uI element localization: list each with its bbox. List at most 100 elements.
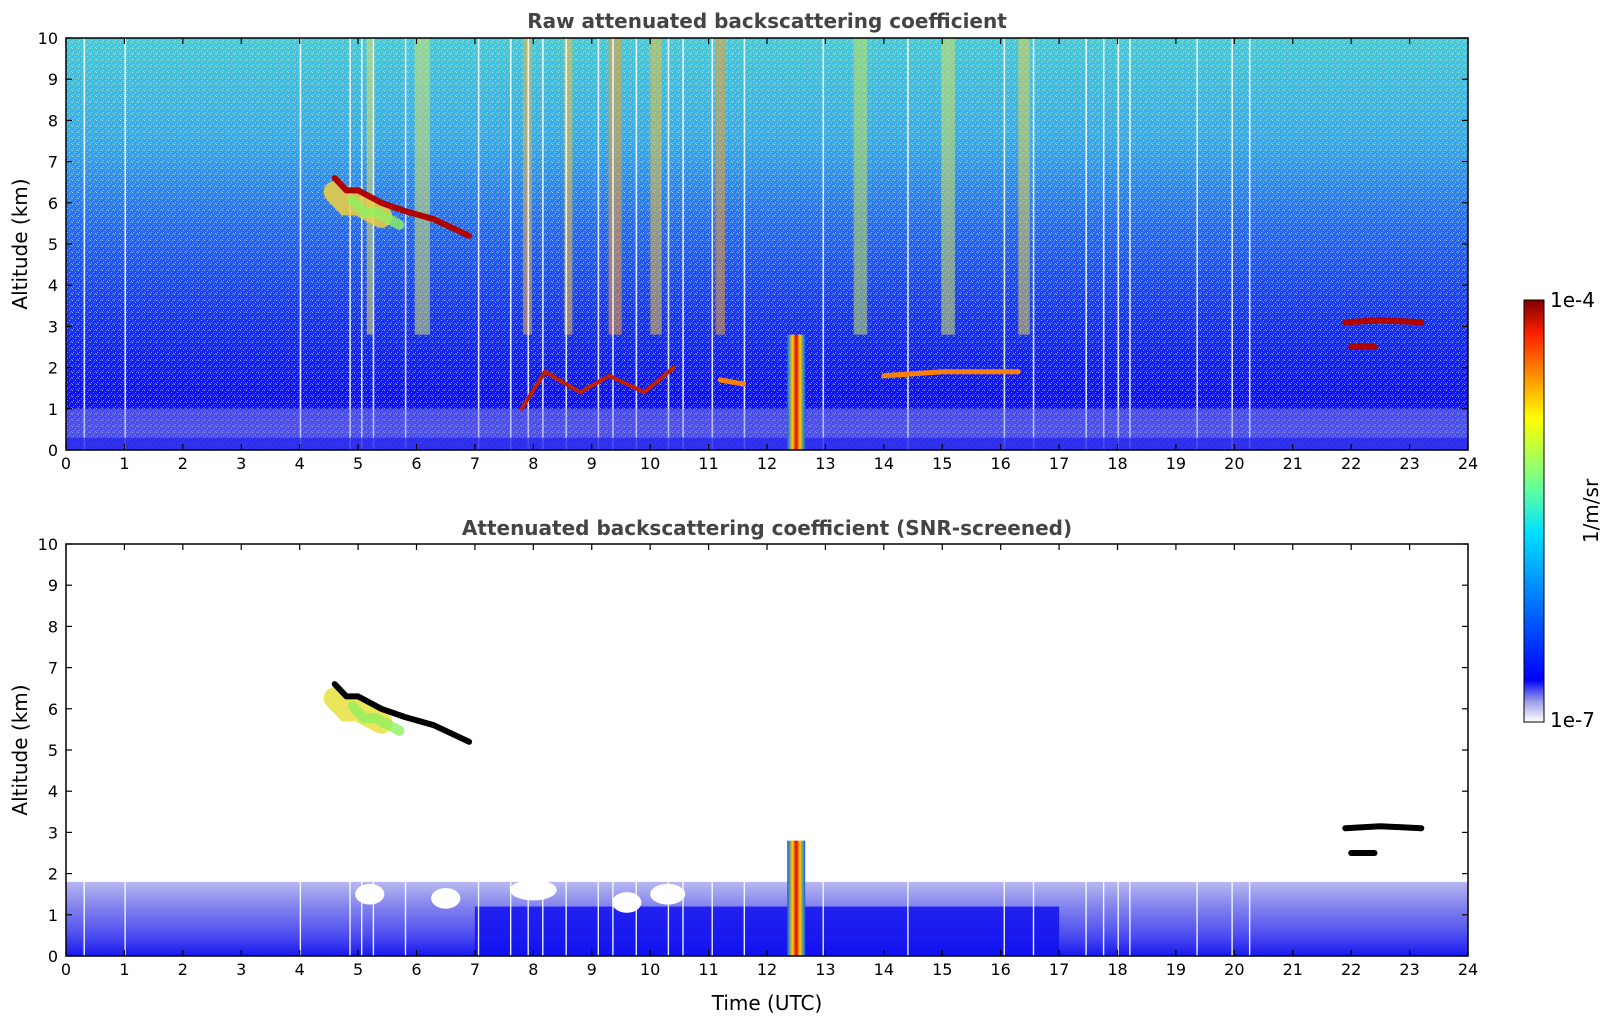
x-tick-label: 16 <box>990 454 1010 473</box>
data-gap-streak <box>1003 38 1006 450</box>
x-tick-label: 3 <box>236 454 246 473</box>
x-tick-label: 9 <box>587 960 597 979</box>
x-tick-label: 24 <box>1458 960 1478 979</box>
screened-patch <box>431 888 461 909</box>
y-tick-label: 8 <box>48 111 58 130</box>
x-tick-label: 1 <box>119 454 129 473</box>
snr-panel-ylabel: Altitude (km) <box>8 684 32 815</box>
data-gap-streak <box>822 38 825 450</box>
x-tick-label: 17 <box>1049 960 1069 979</box>
raw-backscatter-panel: Raw attenuated backscattering coefficien… <box>8 9 1478 473</box>
raw-panel-ylabel: Altitude (km) <box>8 178 32 309</box>
data-gap-streak <box>124 877 126 956</box>
y-tick-label: 6 <box>48 700 58 719</box>
backscatter-column <box>715 38 725 335</box>
x-tick-label: 6 <box>411 960 421 979</box>
data-gap-streak <box>682 877 684 956</box>
vertical-streaks <box>83 38 1251 450</box>
x-tick-label: 21 <box>1283 960 1303 979</box>
y-tick-label: 4 <box>48 782 58 801</box>
x-tick-label: 2 <box>178 960 188 979</box>
data-gap-streak <box>711 38 714 450</box>
data-gap-streak <box>509 877 512 956</box>
data-gap-streak <box>667 877 670 956</box>
x-tick-label: 22 <box>1341 960 1361 979</box>
x-tick-label: 1 <box>119 960 129 979</box>
x-tick-label: 21 <box>1283 454 1303 473</box>
backscatter-column <box>608 38 622 335</box>
colorbar-max-label: 1e-4 <box>1550 288 1595 312</box>
data-gap-streak <box>1085 38 1087 450</box>
data-gap-streak <box>1032 38 1035 450</box>
data-gap-streak <box>667 38 670 450</box>
data-gap-streak <box>372 38 375 450</box>
y-tick-label: 10 <box>38 535 58 554</box>
data-gap-streak <box>1248 38 1251 450</box>
screened-patch <box>355 883 385 905</box>
cloud-feature <box>717 377 747 387</box>
data-gap-streak <box>1003 877 1005 956</box>
data-gap-streak <box>1117 38 1120 450</box>
x-tick-label: 22 <box>1341 454 1361 473</box>
cloud-feature <box>1342 823 1425 832</box>
aerosol-layer-feature <box>519 365 676 411</box>
data-gap-streak <box>527 877 529 956</box>
x-tick-label: 5 <box>353 454 363 473</box>
colorbar-unit-label: 1/m/sr <box>1579 478 1603 543</box>
y-tick-label: 1 <box>48 906 58 925</box>
x-tick-label: 2 <box>178 454 188 473</box>
x-tick-label: 12 <box>757 960 777 979</box>
data-gap-streak <box>1231 877 1233 956</box>
data-gap-streak <box>682 38 684 450</box>
colorbar: 1e-4 1e-7 1/m/sr <box>1523 288 1603 732</box>
colorbar-gradient <box>1523 299 1545 723</box>
raw-panel-axes: 0 1 2 3 4 5 6 7 8 9 10 11 12 13 14 15 16 17 18 19 20 21 22 23 24… <box>38 29 1479 473</box>
data-gap-streak <box>361 38 363 450</box>
precipitation-column <box>787 840 806 956</box>
data-gap-streak <box>743 38 746 450</box>
raw-panel-title: Raw attenuated backscattering coefficien… <box>527 9 1007 33</box>
data-gap-streak <box>1248 877 1251 956</box>
backscatter-column <box>564 38 573 335</box>
raw-panel-noise <box>66 38 1468 450</box>
x-tick-label: 18 <box>1107 454 1127 473</box>
data-gap-streak <box>907 877 909 956</box>
screened-patch <box>509 879 557 901</box>
x-tick-label: 15 <box>932 454 952 473</box>
x-tick-label: 10 <box>640 454 660 473</box>
cloud-feature <box>881 369 1021 379</box>
data-gap-streak <box>124 38 127 450</box>
data-gap-streak <box>477 38 480 450</box>
y-tick-label: 5 <box>48 235 58 254</box>
x-tick-label: 24 <box>1458 454 1478 473</box>
data-gap-streak <box>1032 877 1035 956</box>
snr-panel-xlabel: Time (UTC) <box>711 991 823 1015</box>
cirrus-halo-edge <box>347 701 405 736</box>
x-tick-label: 20 <box>1224 960 1244 979</box>
y-tick-label: 4 <box>48 276 58 295</box>
precipitation-column <box>787 334 806 450</box>
data-gap-streak <box>509 38 512 450</box>
backscatter-column <box>853 38 868 335</box>
x-tick-label: 13 <box>815 454 835 473</box>
data-gap-streak <box>349 38 351 450</box>
y-tick-label: 7 <box>48 153 58 172</box>
backscatter-column <box>650 38 662 335</box>
x-tick-label: 4 <box>295 960 305 979</box>
backscatter-column <box>941 38 955 335</box>
data-gap-streak <box>711 877 713 956</box>
x-tick-label: 18 <box>1107 960 1127 979</box>
x-tick-label: 9 <box>587 454 597 473</box>
snr-panel-axes: 0 1 2 3 4 5 6 7 8 9 10 11 12 13 14 15 16 17 18 19 20 21 22 23 24… <box>38 535 1479 979</box>
data-gap-streak <box>83 877 85 956</box>
y-tick-label: 2 <box>48 865 58 884</box>
x-tick-label: 20 <box>1224 454 1244 473</box>
backscatter-column <box>414 38 430 335</box>
x-tick-label: 11 <box>698 454 718 473</box>
cloud-feature <box>331 681 473 745</box>
y-tick-label: 3 <box>48 317 58 336</box>
data-gap-streak <box>612 38 614 450</box>
x-tick-label: 5 <box>353 960 363 979</box>
y-tick-label: 0 <box>48 947 58 966</box>
x-tick-label: 13 <box>815 960 835 979</box>
